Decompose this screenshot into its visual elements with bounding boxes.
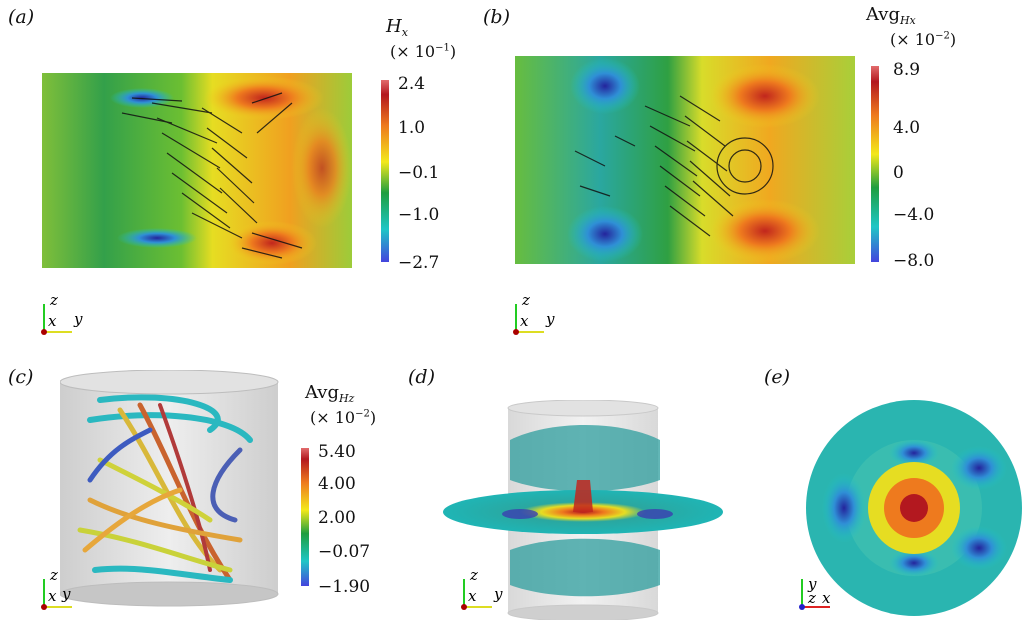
panel-e-axes-glyph: y z x	[799, 575, 831, 610]
panel-a-label: (a)	[8, 6, 35, 28]
panel-a-colorbar	[381, 80, 389, 262]
panel-a-field-plot	[42, 73, 352, 268]
panel-b-tick: −4.0	[893, 205, 935, 225]
panel-b-tick: −8.0	[893, 251, 935, 271]
panel-c-tick: 5.40	[318, 442, 356, 462]
axis-left: x	[48, 312, 57, 330]
panel-c-tick: 4.00	[318, 474, 356, 494]
panel-b-tick: 8.9	[893, 60, 921, 80]
axis-right: x	[822, 589, 831, 607]
panel-b-colorbar	[871, 66, 879, 262]
axis-right: y	[545, 310, 555, 328]
panel-d-axes-glyph: z x y	[461, 566, 503, 610]
panel-a-tick: 2.4	[398, 74, 426, 94]
panel-d-isosurface-plot	[443, 400, 723, 620]
panel-a-tick: −2.7	[398, 253, 440, 273]
axis-up: z	[49, 291, 58, 309]
panel-a-tick: 1.0	[398, 118, 426, 138]
axis-up: z	[521, 291, 530, 309]
axis-up: z	[469, 566, 478, 584]
panel-e-label: (e)	[764, 366, 791, 388]
panel-b-colorbar-multiplier: (× 10−2)	[890, 30, 957, 49]
panel-c-colorbar-multiplier: (× 10−2)	[310, 408, 377, 427]
panel-b-label: (b)	[483, 6, 510, 28]
axis-up: z	[49, 566, 58, 584]
panel-b-tick: 4.0	[893, 118, 921, 138]
axis-left: z	[807, 589, 816, 607]
axis-right: y	[73, 310, 83, 328]
panel-a-tick: −0.1	[398, 163, 440, 183]
axis-up: y	[807, 575, 817, 593]
panel-c-colorbar-title: AvgHz	[305, 382, 355, 405]
panel-a-axes-glyph: z x y	[41, 291, 83, 335]
axis-left: x	[520, 312, 529, 330]
panel-b-tick: 0	[893, 163, 904, 183]
panel-c-tick: −0.07	[318, 542, 371, 562]
panel-b-axes-glyph: z x y	[513, 291, 555, 335]
panel-c-axes-glyph: z x y	[41, 566, 72, 610]
axis-right: y	[61, 585, 71, 603]
panel-d-label: (d)	[408, 366, 435, 388]
panel-b-field-plot	[515, 56, 855, 264]
panel-c-tick: −1.90	[318, 577, 371, 597]
panel-b-colorbar-title: AvgHx	[866, 4, 916, 27]
panel-a-tick: −1.0	[398, 205, 440, 225]
axis-left: x	[468, 587, 477, 605]
panel-a-colorbar-multiplier: (× 10−1)	[390, 42, 457, 61]
panel-a-colorbar-title: Hx	[386, 16, 408, 39]
panel-e-cross-section-plot	[806, 400, 1022, 616]
panel-c-colorbar	[301, 448, 309, 586]
panel-c-tick: 2.00	[318, 508, 356, 528]
axis-right: y	[493, 585, 503, 603]
panel-c-label: (c)	[8, 366, 34, 388]
panel-c-streamtube-plot	[60, 370, 279, 607]
axis-left: x	[48, 587, 57, 605]
